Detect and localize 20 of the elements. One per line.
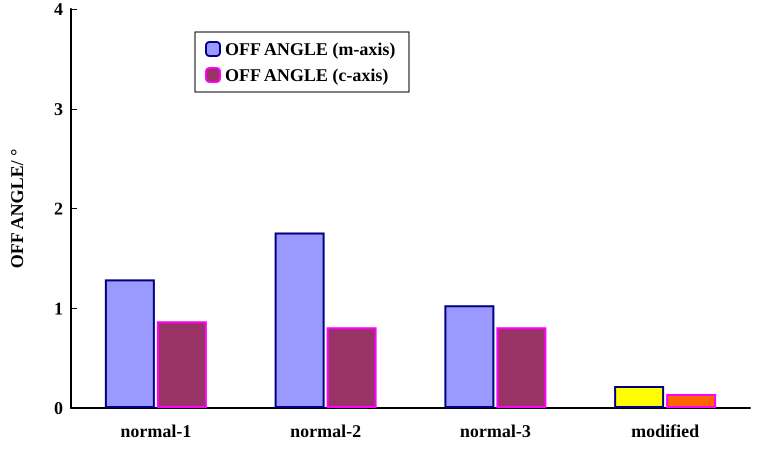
bar — [104, 279, 155, 408]
y-tick-label: 1 — [54, 298, 63, 318]
y-tick-label: 0 — [54, 398, 63, 418]
y-tick-label: 2 — [54, 198, 63, 218]
bar — [156, 321, 207, 408]
x-tick-label: normal-1 — [120, 421, 192, 441]
legend-label: OFF ANGLE (c-axis) — [225, 65, 388, 85]
bar — [496, 327, 546, 408]
bar — [326, 327, 377, 408]
y-tick-label: 3 — [54, 98, 63, 119]
bar — [444, 305, 494, 408]
legend-label: OFF ANGLE (m-axis) — [225, 39, 396, 59]
x-tick-label: modified — [631, 421, 700, 441]
y-tick-label: 4 — [54, 0, 63, 19]
x-tick-label: normal-3 — [460, 421, 531, 441]
bar — [666, 394, 716, 408]
bar — [274, 232, 325, 408]
bar — [614, 386, 664, 408]
x-tick-label: normal-2 — [290, 421, 362, 441]
y-axis-title: OFF ANGLE/ ° — [7, 148, 27, 268]
